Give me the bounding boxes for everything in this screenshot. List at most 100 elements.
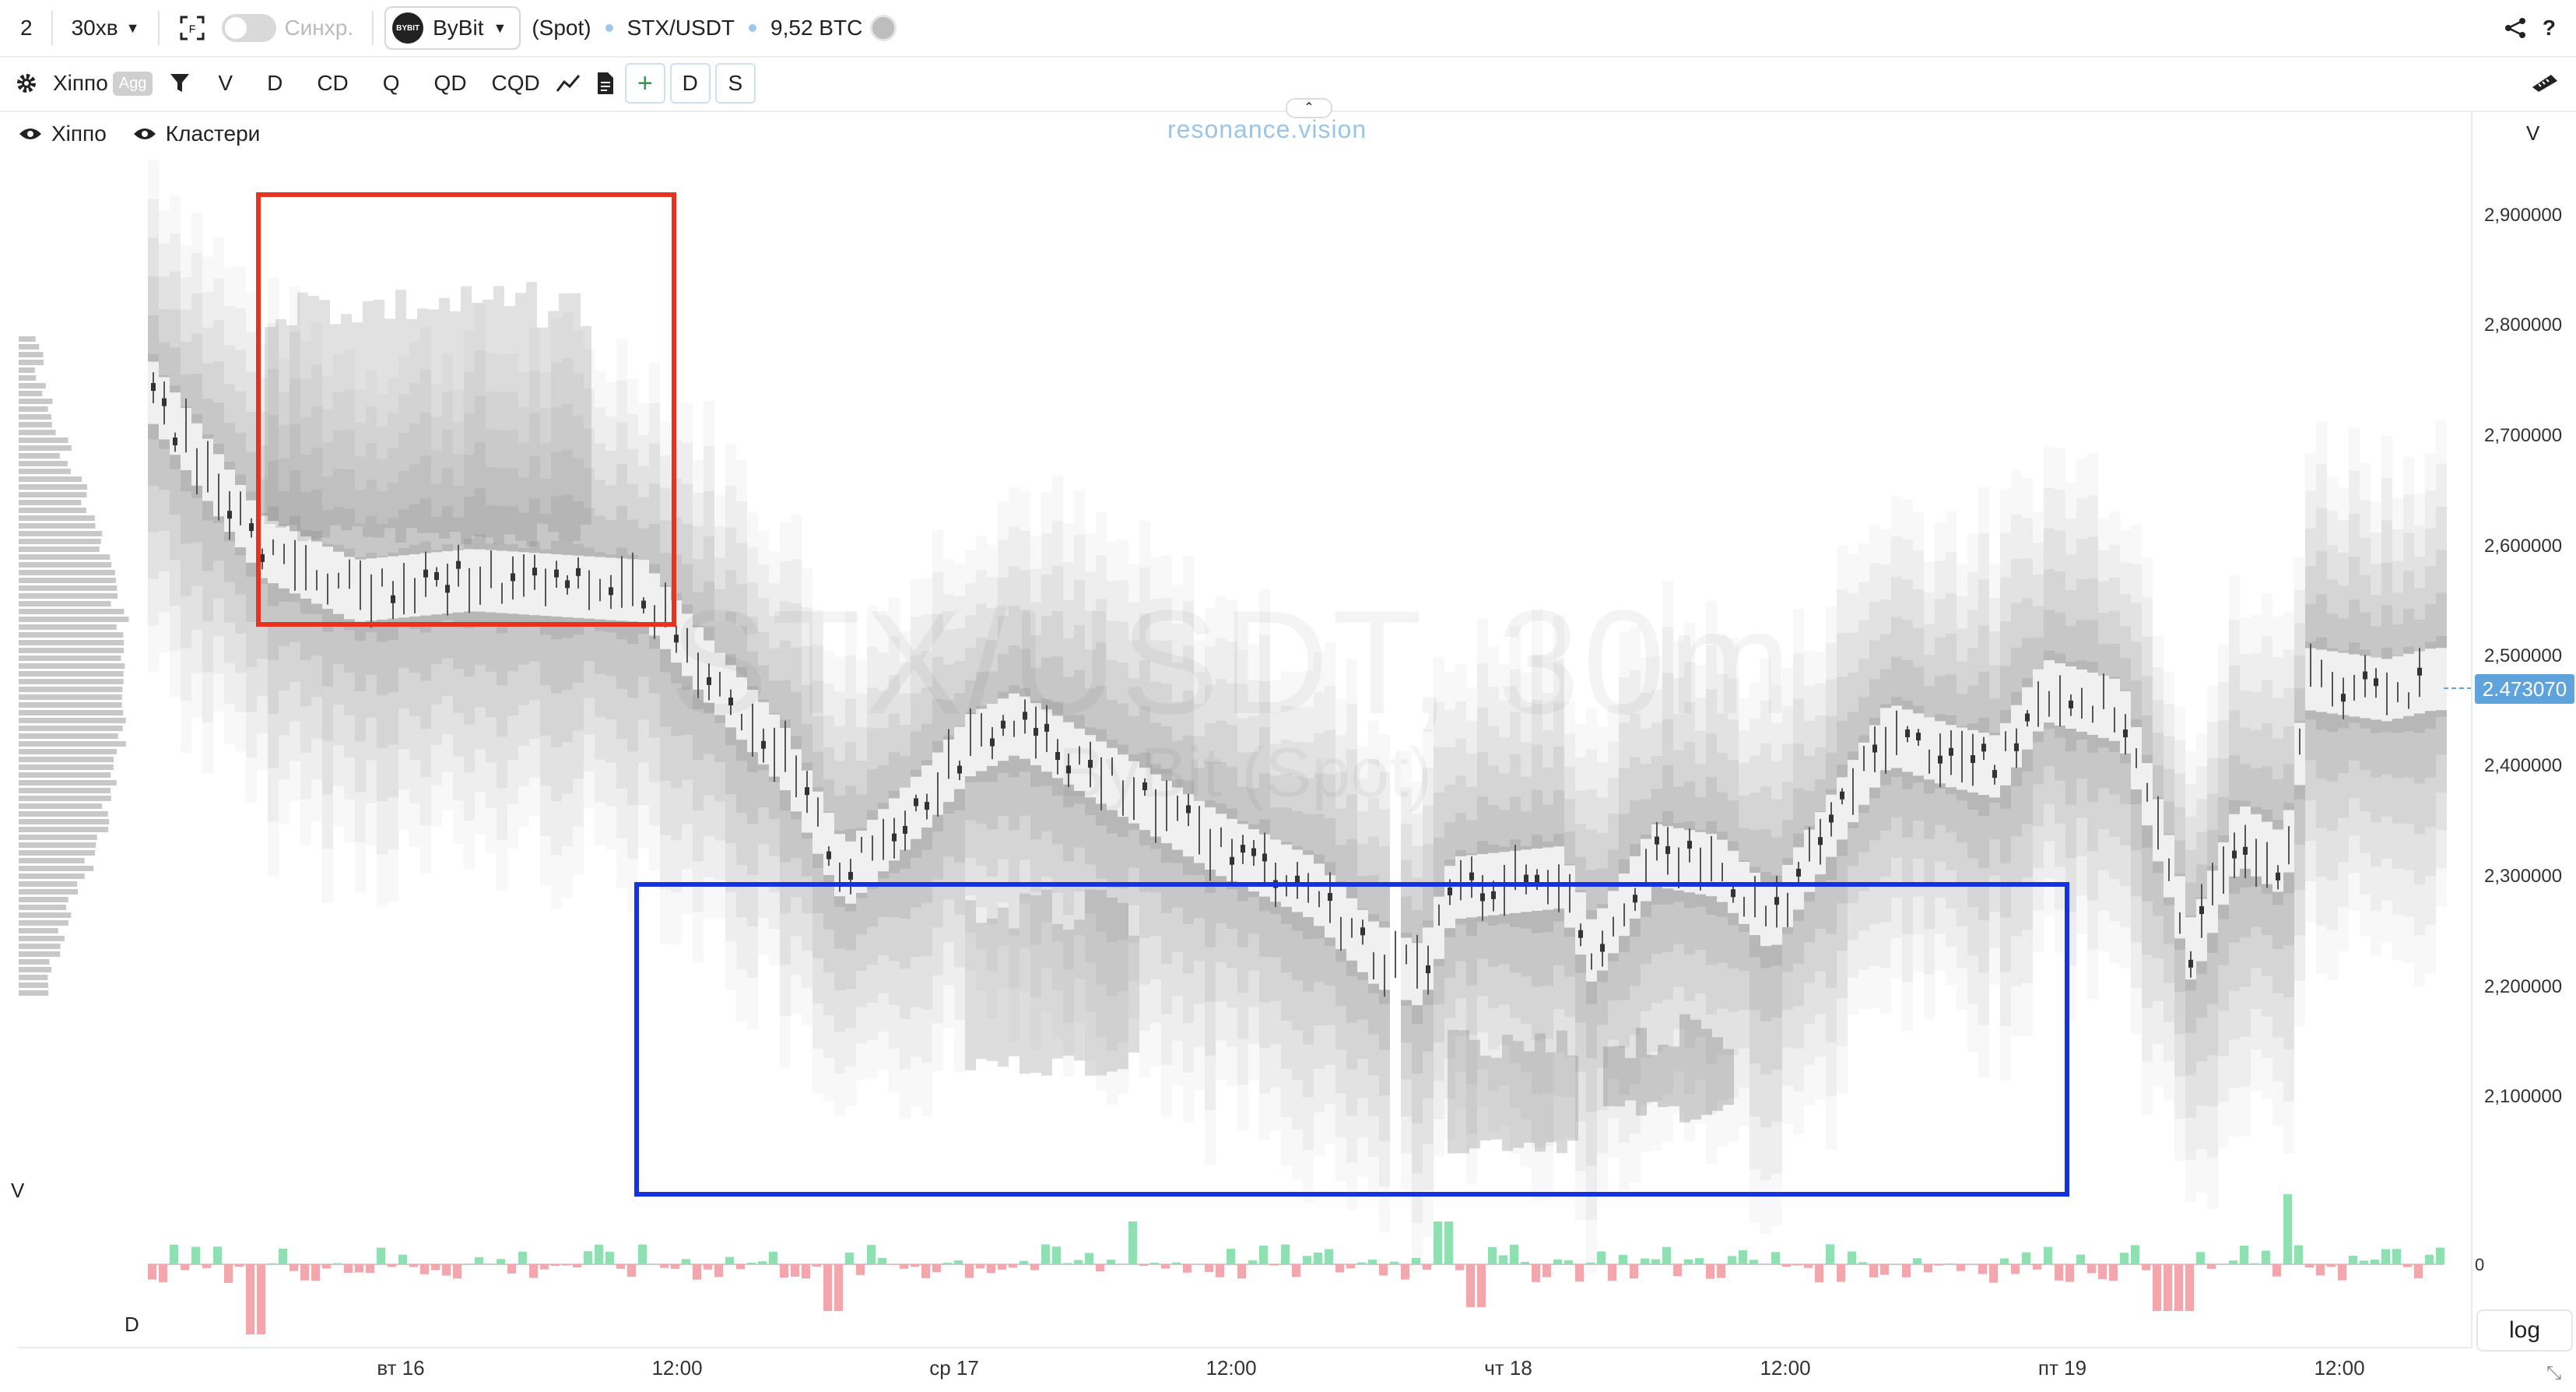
delta-bar-negative — [1804, 1264, 1813, 1268]
document-icon[interactable] — [588, 63, 623, 104]
delta-bar-positive — [1651, 1259, 1660, 1264]
cluster-body — [1186, 805, 1191, 814]
toolbar-btn-qd[interactable]: QD — [433, 71, 467, 95]
delta-bar-negative — [1205, 1264, 1213, 1272]
cluster-body — [532, 568, 537, 576]
share-icon[interactable] — [2496, 16, 2535, 40]
delta-bar-negative — [812, 1264, 821, 1267]
gear-icon[interactable] — [0, 63, 47, 104]
heatmap-dense-zone — [1546, 1052, 1556, 1143]
cluster-body — [2123, 729, 2128, 738]
heatmap-core — [2185, 917, 2196, 980]
sync-toggle[interactable]: Синхр. — [214, 14, 361, 42]
volume-profile-bar — [19, 936, 65, 941]
delta-bar-positive — [1041, 1244, 1050, 1264]
toolbar-btn-v[interactable]: V — [218, 71, 233, 95]
volume-profile-bar — [19, 765, 114, 770]
volume-profile-bar — [19, 803, 103, 809]
filter-icon[interactable] — [159, 63, 201, 104]
delta-bar-negative — [1815, 1264, 1823, 1283]
s-button[interactable]: S — [714, 63, 756, 104]
price-tick: 2,200000 — [2484, 976, 2563, 997]
heatmap-dense-zone — [1636, 1028, 1647, 1116]
delta-bar-positive — [2425, 1254, 2434, 1264]
heatmap-dense-zone — [1096, 890, 1107, 1076]
cluster-body — [2069, 700, 2073, 708]
symbol-label[interactable]: STX/USDT — [626, 16, 735, 40]
cluster-body — [1469, 872, 1474, 881]
delta-bar-positive — [1314, 1252, 1322, 1264]
delta-bar-negative — [2164, 1264, 2172, 1311]
cluster-body — [151, 383, 156, 392]
heatmap-dense-zone — [526, 282, 537, 547]
delta-bar-negative — [1161, 1264, 1170, 1269]
delta-bar-positive — [1619, 1254, 1627, 1264]
volume-profile-bar — [19, 585, 118, 591]
heatmap-dense-zone — [1513, 1041, 1524, 1148]
line-chart-icon[interactable] — [548, 63, 588, 104]
layout-count[interactable]: 2 — [20, 16, 33, 40]
volume-profile-bar — [19, 624, 117, 630]
cluster-body — [1665, 845, 1670, 854]
price-axis[interactable] — [2471, 111, 2576, 1348]
toolbar-btn-cqd[interactable]: CQD — [491, 71, 540, 95]
cluster-body — [1023, 712, 1027, 720]
cluster-body — [848, 871, 853, 880]
toggle-switch[interactable] — [222, 14, 277, 42]
crosshair-icon[interactable]: F — [170, 14, 214, 42]
toolbar-btn-cd[interactable]: CD — [317, 71, 349, 95]
log-scale-button[interactable]: log — [2476, 1309, 2573, 1352]
cluster-body — [1480, 893, 1485, 902]
delta-bar-negative — [1096, 1264, 1104, 1271]
help-button[interactable]: ? — [2542, 16, 2556, 40]
volume-profile-bar — [19, 788, 111, 793]
volume-profile-bar — [19, 772, 111, 778]
delta-bar-negative — [1466, 1264, 1475, 1307]
volume-profile-bar — [19, 920, 68, 926]
legend-clusters[interactable]: Кластери — [133, 121, 260, 146]
time-tick: 12:00 — [651, 1356, 703, 1380]
delta-bar-negative — [2316, 1264, 2325, 1276]
delta-bar-negative — [1542, 1264, 1551, 1278]
add-button[interactable]: + — [624, 63, 665, 104]
volume-profile-bar — [19, 718, 126, 723]
resize-handle-icon[interactable]: ⤡ — [2546, 1362, 2562, 1383]
delta-bar-negative — [388, 1264, 396, 1267]
cluster-body — [2199, 906, 2204, 915]
delta-bar-negative — [1346, 1264, 1355, 1269]
timeframe-select[interactable]: 30хв ▼ — [64, 16, 148, 40]
delta-bar-negative — [1455, 1264, 1464, 1271]
cluster-body — [1426, 965, 1430, 974]
exchange-select[interactable]: BYBIT ByBit ▼ — [384, 6, 521, 50]
delta-bar-negative — [1673, 1264, 1682, 1277]
toolbar-btn-q[interactable]: Q — [382, 71, 400, 95]
heatmap-dense-zone — [559, 293, 570, 541]
legend-hippo[interactable]: Хіппо — [19, 121, 107, 146]
heatmap-core — [1978, 733, 1989, 796]
volume-profile-bar — [19, 827, 109, 832]
indicator-select[interactable]: Хіппо Agg — [47, 63, 159, 104]
cluster-body — [227, 511, 232, 519]
toolbar-btn-d[interactable]: D — [267, 71, 283, 95]
delta-bar-negative — [616, 1264, 625, 1269]
heatmap-core — [638, 560, 649, 623]
collapse-button[interactable]: ⌃ — [1286, 98, 1332, 118]
cluster-body — [1949, 747, 1953, 756]
delta-bar-positive — [2044, 1246, 2052, 1264]
chart-area[interactable]: STX/USDT, 30m ByBit (Spot) Хіппо Кластер… — [0, 98, 2471, 1348]
cluster-body — [1088, 760, 1093, 768]
time-tick: пт 19 — [2037, 1356, 2087, 1380]
heatmap-dense-zone — [1020, 893, 1030, 1074]
heatmap-core — [1924, 717, 1935, 780]
volume-profile-bar — [19, 912, 72, 918]
heatmap-dense-zone — [1502, 1035, 1513, 1151]
d-button[interactable]: D — [669, 63, 711, 104]
chart-canvas[interactable] — [0, 111, 2471, 1348]
cluster-body — [1524, 874, 1528, 883]
delta-bar-negative — [540, 1264, 549, 1270]
agg-badge[interactable]: Agg — [112, 71, 153, 96]
volume-profile — [19, 336, 129, 996]
volume-profile-bar — [19, 469, 71, 474]
delta-bar-positive — [2371, 1259, 2379, 1264]
ruler-icon[interactable] — [2514, 63, 2576, 104]
